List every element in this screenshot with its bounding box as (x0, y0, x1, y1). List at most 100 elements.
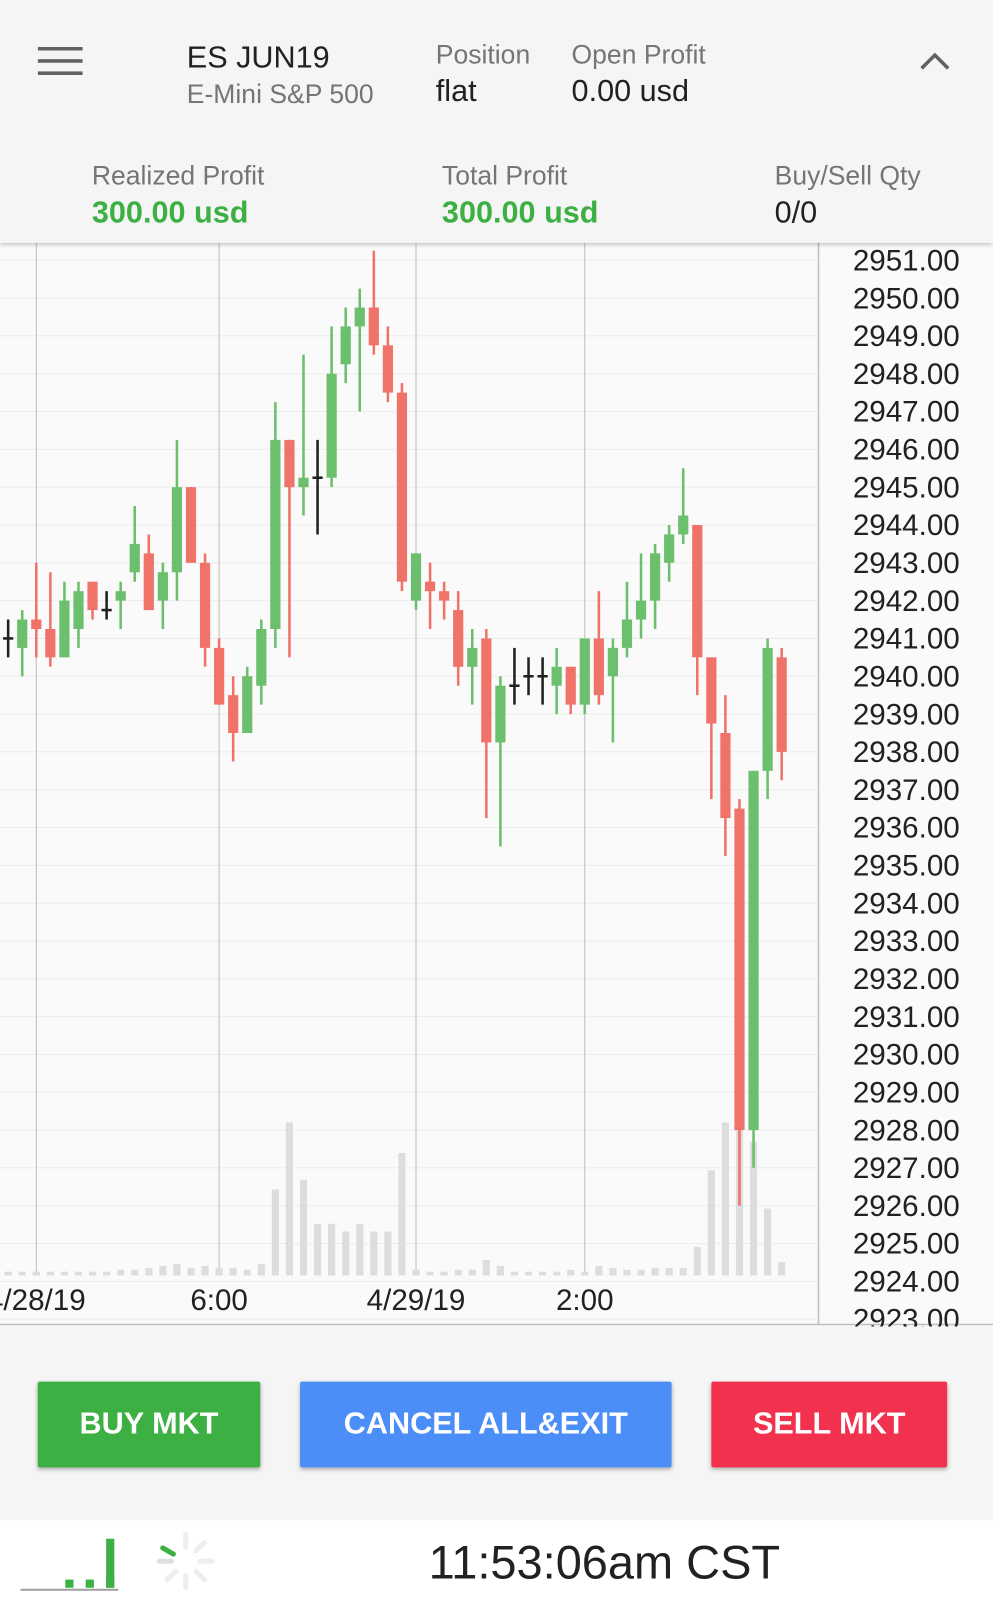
candle-body (481, 638, 492, 743)
candle-body (396, 392, 408, 582)
candle-body (748, 770, 759, 1131)
volume-bar (609, 1267, 617, 1276)
volume-bar (145, 1267, 153, 1276)
volume-bar (46, 1271, 54, 1276)
candle-body (649, 553, 661, 601)
x-tick-label: 2:00 (556, 1284, 614, 1317)
volume-bar (778, 1262, 786, 1276)
y-tick-label: 2940.00 (853, 660, 960, 693)
candle-body (157, 572, 168, 601)
cancel-button[interactable]: CANCEL ALL&EXIT (300, 1381, 672, 1468)
volume-bar (328, 1223, 336, 1276)
y-tick-label: 2947.00 (853, 396, 960, 429)
footer: 11:53:06am CST (0, 1520, 993, 1600)
candle-body (31, 619, 42, 629)
y-tick-label: 2945.00 (853, 471, 960, 504)
position-value: flat (435, 74, 477, 109)
y-tick-label: 2931.00 (853, 1001, 960, 1034)
volume-bar (173, 1264, 181, 1276)
x-tick-label: 6:00 (190, 1284, 248, 1317)
candle-body (607, 647, 619, 677)
candle-body (467, 647, 478, 667)
volume-bar (131, 1269, 139, 1276)
volume-bar (524, 1271, 533, 1276)
x-tick-label: 4/29/19 (367, 1284, 466, 1317)
qty-value: 0/0 (774, 195, 818, 230)
volume-bar (370, 1231, 378, 1276)
candle-body (143, 553, 154, 611)
y-tick-label: 2950.00 (853, 282, 960, 315)
collapse-icon[interactable] (919, 51, 952, 71)
y-tick-label: 2932.00 (853, 963, 960, 996)
volume-bar (707, 1170, 715, 1276)
volume-bar (60, 1271, 68, 1276)
qty-label: Buy/Sell Qty (774, 160, 921, 191)
volume-bar (496, 1265, 504, 1276)
y-tick-label: 2929.00 (853, 1076, 960, 1109)
volume-bar (749, 1141, 758, 1276)
total-profit-value: 300.00 usd (441, 195, 599, 230)
candle-body (453, 610, 464, 667)
volume-bar (553, 1271, 561, 1276)
realized-profit-label: Realized Profit (91, 160, 265, 191)
candle-body (115, 591, 126, 601)
volume-bar (88, 1271, 97, 1276)
header: ES JUN19 E-Mini S&P 500 Position flat Op… (0, 0, 993, 243)
volume-bar (117, 1269, 125, 1276)
candle-body (720, 732, 731, 819)
candle-body (495, 685, 506, 743)
candle-body (326, 373, 337, 478)
total-profit-label: Total Profit (441, 160, 568, 191)
candle-body (382, 345, 393, 393)
y-tick-label: 2930.00 (853, 1039, 960, 1072)
candle-body (17, 619, 28, 648)
y-tick-label: 2935.00 (853, 850, 960, 883)
open-profit-label: Open Profit (571, 38, 706, 70)
sell-button[interactable]: SELL MKT (711, 1381, 948, 1468)
candle-body (228, 695, 239, 733)
volume-bar (581, 1271, 589, 1276)
y-tick-label: 2946.00 (853, 434, 960, 467)
volume-bar (539, 1271, 547, 1276)
volume-bar (215, 1267, 223, 1276)
candle-body (256, 628, 267, 686)
candle-body (73, 591, 84, 629)
volume-bar (356, 1223, 364, 1276)
candle-body (664, 534, 675, 563)
y-tick-label: 2944.00 (853, 509, 960, 542)
volume-bar (299, 1179, 308, 1276)
candle-body (579, 638, 590, 705)
volume-bar (595, 1265, 603, 1276)
candle-body (410, 553, 422, 601)
candle-body (298, 477, 309, 488)
buy-button[interactable]: BUY MKT (37, 1381, 261, 1468)
y-tick-label: 2938.00 (853, 736, 960, 769)
volume-bar (187, 1267, 195, 1276)
volume-bar (32, 1271, 40, 1276)
x-tick-label: 4/28/19 (0, 1284, 86, 1317)
candle-body (621, 619, 633, 648)
volume-bar (229, 1267, 237, 1276)
volume-bar (567, 1269, 575, 1276)
y-tick-label: 2948.00 (853, 358, 960, 391)
volume-bar (4, 1271, 12, 1276)
y-tick-label: 2937.00 (853, 774, 960, 807)
volume-bar (257, 1264, 265, 1276)
menu-icon[interactable] (37, 46, 83, 78)
volume-bar (313, 1223, 322, 1276)
y-tick-label: 2924.00 (853, 1266, 960, 1299)
volume-bar (693, 1246, 701, 1276)
y-tick-label: 2939.00 (853, 698, 960, 731)
y-tick-label: 2936.00 (853, 812, 960, 845)
button-row: BUY MKT CANCEL ALL&EXIT SELL MKT (0, 1326, 993, 1521)
volume-bar (18, 1271, 26, 1276)
volume-bar (201, 1265, 209, 1276)
candle-body (59, 600, 70, 658)
candle-body (635, 600, 647, 620)
candle-body (87, 581, 98, 611)
candle-body (692, 524, 703, 658)
candle-body (734, 808, 745, 1131)
candle-body (129, 543, 140, 573)
